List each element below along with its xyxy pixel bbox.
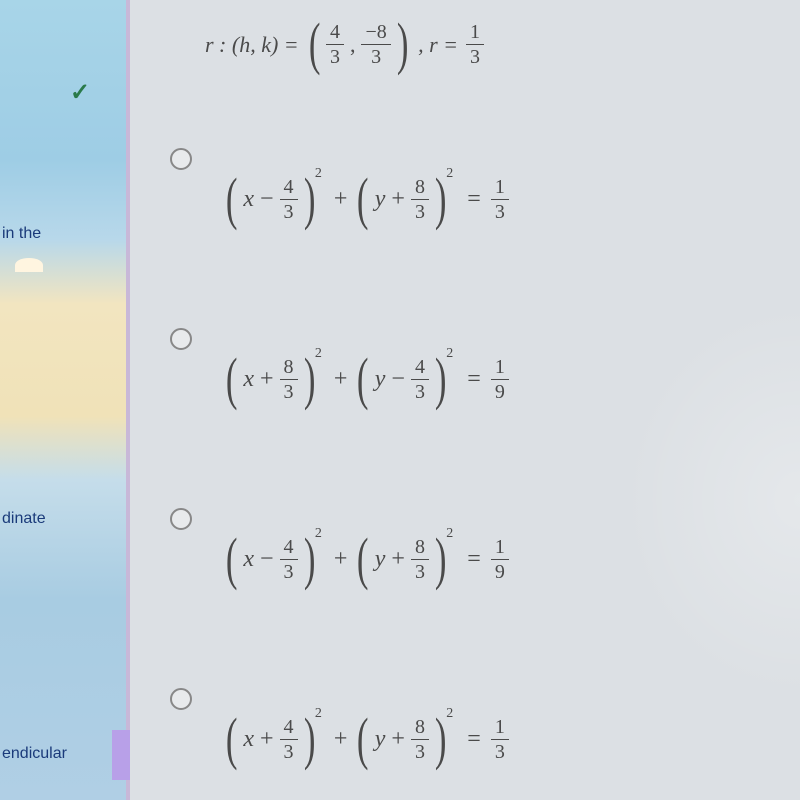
sidebar-link-3[interactable]: endicular [2,745,67,763]
radio-2[interactable] [170,328,192,350]
radio-4[interactable] [170,688,192,710]
r-label: , r = [418,32,458,58]
highlight-dot [15,258,43,272]
option-4[interactable]: (x+43)2 + (y+83)2 = 13 [170,680,511,764]
scrollbar-thumb[interactable] [112,730,130,780]
radio-1[interactable] [170,148,192,170]
sidebar-link-2[interactable]: dinate [2,510,46,528]
question-prompt: r : (h, k) = ( 43 , −83 ) , r = 13 [205,20,486,69]
radio-3[interactable] [170,508,192,530]
formula-1: (x−43)2 + (y+83)2 = 13 [222,175,511,224]
question-lead: r : (h, k) = [205,32,299,58]
option-1[interactable]: (x−43)2 + (y+83)2 = 13 [170,140,511,224]
formula-3: (x−43)2 + (y+83)2 = 19 [222,535,511,584]
option-3[interactable]: (x−43)2 + (y+83)2 = 19 [170,500,511,584]
content-area: r : (h, k) = ( 43 , −83 ) , r = 13 (x−43… [130,0,800,800]
check-icon: ✓ [70,78,90,107]
sidebar-link-1[interactable]: in the [2,225,41,243]
screen-glare [620,300,800,700]
formula-2: (x+83)2 + (y−43)2 = 19 [222,355,511,404]
center-tuple: ( 43 , −83 ) [305,20,412,69]
formula-4: (x+43)2 + (y+83)2 = 13 [222,715,511,764]
option-2[interactable]: (x+83)2 + (y−43)2 = 19 [170,320,511,404]
sidebar: ✓ in the dinate endicular [0,0,130,800]
